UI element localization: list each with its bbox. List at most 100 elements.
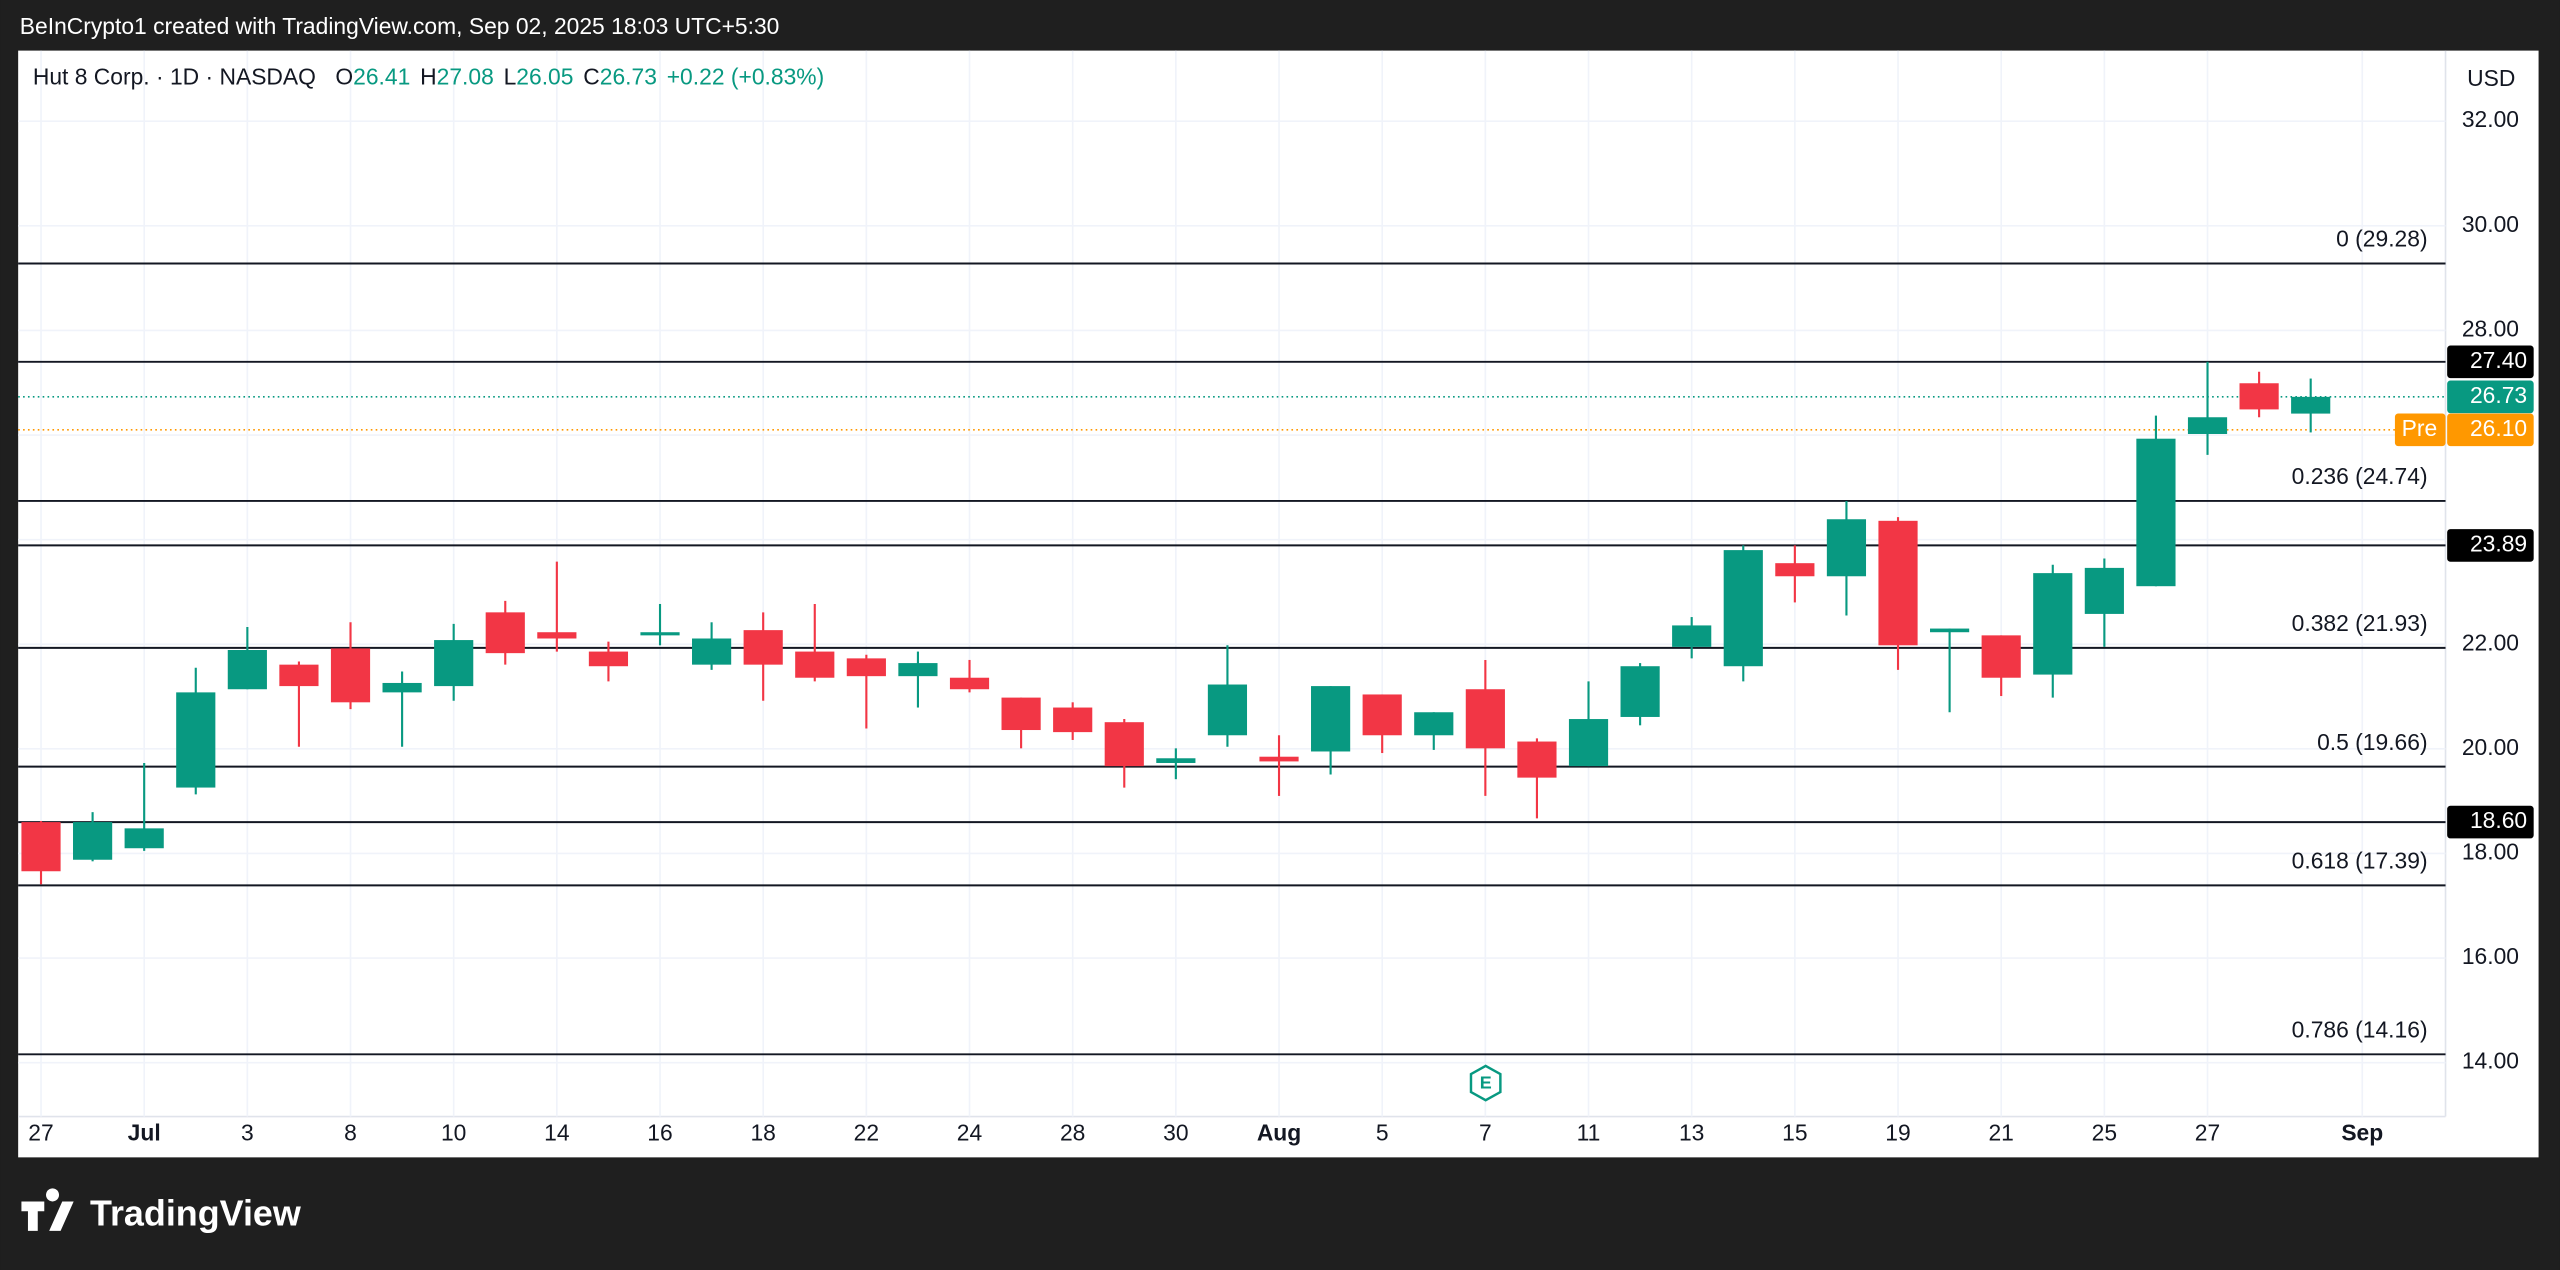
candle-body <box>1878 520 1918 646</box>
x-tick-label: 30 <box>1163 1120 1188 1146</box>
fib-level-label: 0.618 (17.39) <box>2292 848 2428 874</box>
last-price-label: 26.73 <box>2470 382 2527 408</box>
legend-key: H <box>420 63 437 89</box>
legend-value: 26.73 <box>600 63 657 89</box>
earnings-label: E <box>1480 1073 1492 1093</box>
plot: 27 Jul 3 8 10 14 16 18 22 24 28 30 Aug 5 7 11 13 15 19 21 25… <box>18 50 2534 1146</box>
fib-level-label: 0.382 (21.93) <box>2292 610 2428 636</box>
x-tick-label: 22 <box>854 1120 879 1146</box>
watermark: BeInCrypto1 created with TradingView.com… <box>20 13 780 39</box>
candle-body <box>898 663 938 677</box>
x-tick-label: 10 <box>441 1120 466 1146</box>
premarket-name-box <box>2394 413 2446 447</box>
candle-body <box>1981 635 2021 678</box>
x-tick-label: 3 <box>241 1120 254 1146</box>
candle-body <box>21 822 61 872</box>
price-line-label: 27.40 <box>2470 347 2527 373</box>
y-tick-label: 20.00 <box>2462 734 2519 760</box>
x-tick-label: 19 <box>1885 1120 1910 1146</box>
x-tick-label: 27 <box>2195 1120 2220 1146</box>
candle-body <box>330 648 371 703</box>
candle-body <box>1001 697 1041 731</box>
x-tick-label: 16 <box>647 1120 672 1146</box>
candle-body <box>1723 550 1763 667</box>
candle-body <box>846 658 886 677</box>
x-tick-label: 14 <box>544 1120 570 1146</box>
premarket-label: 26.10 <box>2470 415 2527 441</box>
candle-body <box>382 682 422 693</box>
candle-body <box>743 630 783 665</box>
x-tick-label: 28 <box>1060 1120 1085 1146</box>
x-tick-label: 21 <box>1988 1120 2013 1146</box>
price-line-box <box>2447 805 2534 839</box>
fib-level-label: 0.236 (24.74) <box>2292 463 2428 489</box>
x-tick-label: 8 <box>344 1120 357 1146</box>
legend-change: +0.22 (+0.83%) <box>667 63 824 89</box>
legend-value: 26.05 <box>516 63 573 89</box>
x-tick-label: 25 <box>2092 1120 2117 1146</box>
fib-level-label: 0.5 (19.66) <box>2317 729 2427 755</box>
y-tick-label: 30.00 <box>2462 211 2519 237</box>
candle-body <box>795 651 835 678</box>
footer-logo: TradingView <box>21 1188 301 1234</box>
x-tick-label: Jul <box>128 1120 161 1146</box>
earnings-marker: E <box>1469 1064 1502 1102</box>
candle-body <box>537 632 577 639</box>
footer-brand: TradingView <box>90 1193 301 1234</box>
y-tick-label: 16.00 <box>2462 943 2519 969</box>
candle-body <box>1156 758 1196 763</box>
x-tick-label: 18 <box>750 1120 775 1146</box>
candle-body <box>227 650 267 690</box>
x-tick-label: 13 <box>1679 1120 1704 1146</box>
legend-value: 26.41 <box>353 63 410 89</box>
candle-body <box>1104 722 1144 767</box>
chart-title: Hut 8 Corp. · 1D · NASDAQ <box>33 63 316 89</box>
y-tick-label: 18.00 <box>2462 838 2519 864</box>
x-tick-label: 27 <box>28 1120 53 1146</box>
candle-body <box>73 822 113 860</box>
earnings-badge <box>1469 1064 1502 1102</box>
x-tick-label: 11 <box>1577 1120 1601 1146</box>
candle-body <box>2033 573 2073 675</box>
fib-level-label: 0.786 (14.16) <box>2292 1016 2428 1042</box>
x-tick-label: 5 <box>1376 1120 1389 1146</box>
candle-body <box>1568 719 1609 767</box>
candle-body <box>2187 417 2228 434</box>
candle-body <box>124 828 164 849</box>
y-tick-label: 22.00 <box>2462 629 2519 655</box>
legend-key: L <box>504 63 517 89</box>
logo-mark <box>21 1188 74 1231</box>
candle-body <box>1620 666 1660 717</box>
premarket-box <box>2447 413 2534 447</box>
candle-body <box>2239 383 2279 410</box>
candle-body <box>1362 694 1402 736</box>
header: Hut 8 Corp. · 1D · NASDAQ O26.41 H27.08 L2… <box>33 63 824 89</box>
candle-body <box>588 651 629 667</box>
price-line-box <box>2447 345 2534 379</box>
candle-body <box>485 612 525 654</box>
candle-body <box>1053 707 1093 733</box>
candle-body <box>1414 712 1454 736</box>
y-tick-label: 14.00 <box>2462 1048 2519 1074</box>
candle-body <box>640 632 680 636</box>
candle-body <box>1930 628 1970 633</box>
price-line-box <box>2447 529 2534 562</box>
y-tick-label: 32.00 <box>2462 106 2519 132</box>
x-tick-label: Sep <box>2341 1120 2383 1146</box>
last-price-box <box>2447 380 2534 414</box>
candle-body <box>2291 396 2331 414</box>
candle-body <box>176 692 216 788</box>
x-tick-label: Aug <box>1257 1120 1301 1146</box>
price-line-label: 18.60 <box>2470 807 2527 833</box>
premarket-name: Pre <box>2402 415 2438 441</box>
currency: USD <box>2467 65 2515 91</box>
candle-body <box>1775 563 1815 577</box>
candle-body <box>1517 741 1557 778</box>
x-tick-label: 7 <box>1479 1120 1492 1146</box>
candle-body <box>1207 684 1248 736</box>
candle-body <box>692 638 732 665</box>
candle-body <box>2136 438 2176 587</box>
candle-body <box>1465 689 1505 749</box>
